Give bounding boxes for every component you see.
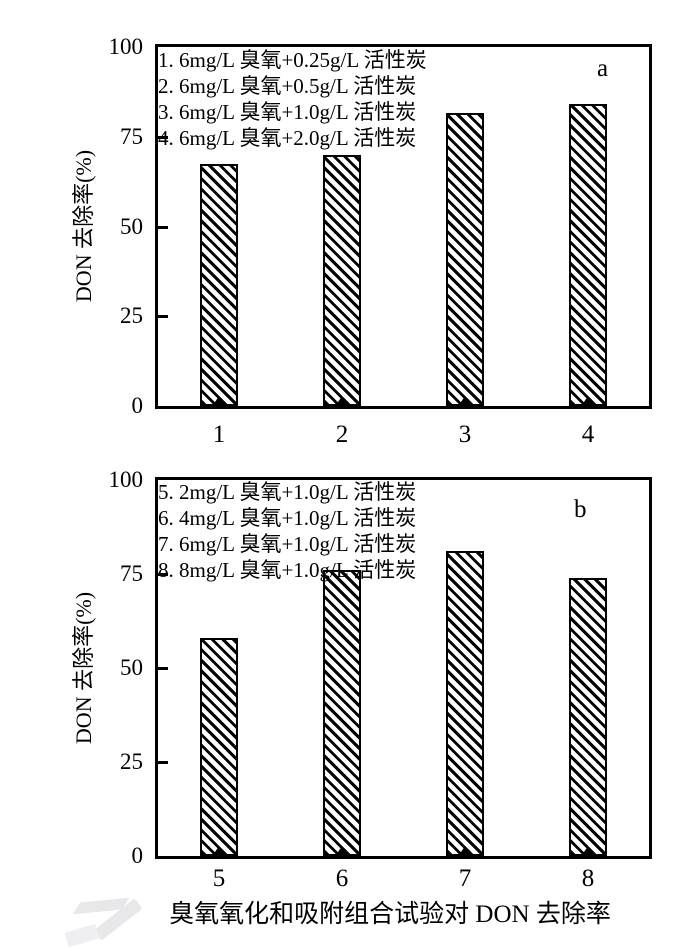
y-tick-label-a-75: 75 bbox=[120, 124, 143, 149]
x-tick-label-a-1: 1 bbox=[212, 421, 226, 448]
x-axis-tick-3 bbox=[458, 396, 471, 405]
bar-4 bbox=[568, 104, 607, 406]
x-axis-tick-6 bbox=[336, 846, 349, 855]
legend-line-b-4: 8. 8mg/L 臭氧+1.0g/L 活性炭 bbox=[158, 558, 417, 582]
y-tick-label-b-25: 25 bbox=[120, 749, 143, 774]
x-axis-tick-2 bbox=[336, 396, 349, 405]
x-tick-label-b-5: 5 bbox=[212, 865, 226, 892]
y-axis-tick-b-25 bbox=[158, 761, 168, 764]
bar-1 bbox=[200, 164, 239, 406]
y-tick-label-b-0: 0 bbox=[131, 843, 144, 868]
x-axis-tick-1 bbox=[213, 396, 226, 405]
legend-b: 5. 2mg/L 臭氧+1.0g/L 活性炭 6. 4mg/L 臭氧+1.0g/L… bbox=[158, 479, 416, 583]
x-tick-label-b-6: 6 bbox=[335, 865, 349, 892]
x-axis-tick-7 bbox=[458, 846, 471, 855]
y-axis-tick-a-75 bbox=[158, 136, 168, 139]
legend-line-b-3: 7. 6mg/L 臭氧+1.0g/L 活性炭 bbox=[158, 532, 417, 556]
bar-5 bbox=[200, 638, 239, 856]
bar-8 bbox=[568, 578, 607, 856]
x-tick-label-a-3: 3 bbox=[458, 421, 472, 448]
panel-label-b: b bbox=[574, 496, 587, 523]
y-tick-label-a-50: 50 bbox=[120, 214, 143, 239]
legend-a: 1. 6mg/L 臭氧+0.25g/L 活性炭 2. 6mg/L 臭氧+0.5g/… bbox=[158, 47, 427, 151]
bar-2 bbox=[323, 155, 362, 406]
y-tick-label-b-75: 75 bbox=[120, 561, 143, 586]
x-axis-tick-5 bbox=[213, 846, 226, 855]
watermark-fragment bbox=[64, 923, 100, 948]
x-axis-tick-8 bbox=[581, 846, 594, 855]
legend-line-b-2: 6. 4mg/L 臭氧+1.0g/L 活性炭 bbox=[158, 506, 417, 530]
x-tick-label-b-7: 7 bbox=[458, 865, 472, 892]
legend-line-a-4: 4. 6mg/L 臭氧+2.0g/L 活性炭 bbox=[158, 126, 417, 150]
y-axis-title-b: DON 去除率(%) bbox=[71, 591, 96, 745]
bar-6 bbox=[323, 570, 362, 856]
x-tick-label-a-4: 4 bbox=[581, 421, 595, 448]
y-axis-tick-a-25 bbox=[158, 315, 168, 318]
y-axis-tick-b-50 bbox=[158, 667, 168, 670]
x-tick-label-b-8: 8 bbox=[581, 865, 595, 892]
legend-line-a-2: 2. 6mg/L 臭氧+0.5g/L 活性炭 bbox=[158, 74, 417, 98]
y-tick-label-a-25: 25 bbox=[120, 303, 143, 328]
y-tick-label-a-0: 0 bbox=[131, 393, 144, 418]
y-axis-title-a: DON 去除率(%) bbox=[71, 149, 96, 303]
y-tick-label-b-100: 100 bbox=[108, 467, 144, 492]
y-tick-label-a-100: 100 bbox=[108, 34, 144, 59]
bar-7 bbox=[445, 551, 484, 856]
plot-area-a bbox=[155, 44, 652, 409]
legend-line-a-1: 1. 6mg/L 臭氧+0.25g/L 活性炭 bbox=[158, 48, 427, 72]
y-axis-tick-b-75 bbox=[158, 573, 168, 576]
x-tick-label-a-2: 2 bbox=[335, 421, 349, 448]
x-axis-tick-4 bbox=[581, 396, 594, 405]
figure-caption: 臭氧氧化和吸附组合试验对 DON 去除率 bbox=[169, 901, 611, 928]
plot-area-b bbox=[155, 477, 652, 859]
bar-3 bbox=[445, 113, 484, 406]
legend-line-a-3: 3. 6mg/L 臭氧+1.0g/L 活性炭 bbox=[158, 100, 417, 124]
y-axis-tick-a-50 bbox=[158, 226, 168, 229]
panel-label-a: a bbox=[597, 55, 609, 82]
legend-line-b-1: 5. 2mg/L 臭氧+1.0g/L 活性炭 bbox=[158, 480, 417, 504]
y-tick-label-b-50: 50 bbox=[120, 655, 143, 680]
